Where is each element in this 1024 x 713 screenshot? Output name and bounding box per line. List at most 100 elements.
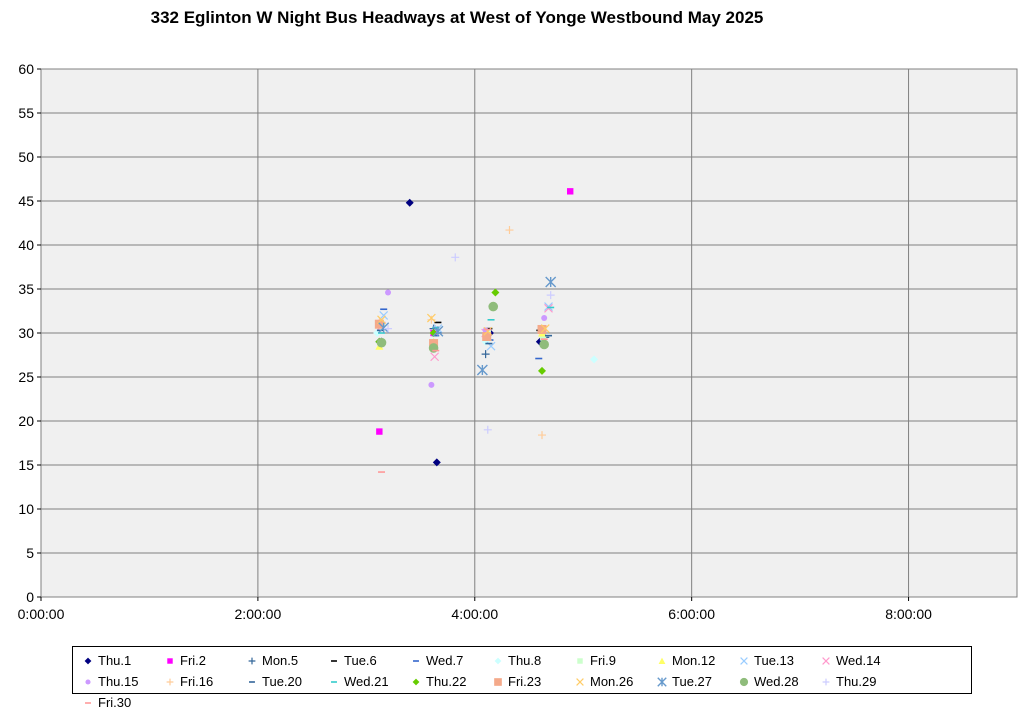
legend-marker [740, 656, 748, 665]
legend-marker-icon [166, 678, 174, 685]
legend-label: Fri.30 [98, 695, 132, 710]
legend-item: Mon.12 [655, 650, 737, 671]
data-point [541, 315, 548, 322]
y-tick-label: 5 [26, 545, 34, 561]
legend-item: Wed.7 [409, 650, 491, 671]
legend-marker [167, 657, 173, 664]
legend-marker-icon [167, 657, 173, 664]
legend-item: Mon.5 [245, 650, 327, 671]
data-point [432, 325, 444, 337]
legend-item: Fri.30 [81, 692, 163, 713]
data-point [384, 324, 393, 333]
y-tick-label: 30 [18, 325, 34, 341]
legend-item: Thu.22 [409, 671, 491, 692]
legend-item: Tue.6 [327, 650, 409, 671]
legend-marker-icon [331, 680, 337, 683]
data-point [537, 324, 547, 334]
series-tue-27 [378, 276, 557, 376]
legend-marker-icon [822, 656, 830, 665]
legend-label: Tue.20 [262, 674, 302, 689]
data-point [544, 303, 553, 313]
legend-marker [658, 657, 666, 664]
data-point [405, 198, 414, 207]
legend-marker [412, 678, 420, 685]
legend-marker [85, 678, 91, 685]
legend-item: Fri.9 [573, 650, 655, 671]
legend-marker-icon [494, 657, 502, 664]
legend-marker [494, 657, 502, 664]
legend-label: Fri.23 [508, 674, 542, 689]
data-points [373, 188, 599, 473]
x-tick-label: 4:00:00 [451, 606, 498, 622]
legend: Thu.1 Fri.2 Mon.5 Tue.6 Wed.7 Thu.8 Fri.9 Mon.1… [72, 646, 972, 710]
data-point [491, 288, 500, 297]
legend-item: Thu.15 [81, 671, 163, 692]
data-point [385, 289, 392, 296]
y-tick-label: 55 [18, 105, 34, 121]
legend-label: Fri.9 [590, 653, 616, 668]
legend-label: Wed.21 [344, 674, 389, 689]
data-point [377, 315, 386, 325]
legend-item: Mon.26 [573, 671, 655, 692]
legend-marker-icon [494, 677, 502, 686]
legend-label: Wed.14 [836, 653, 881, 668]
legend-marker-icon [84, 657, 92, 664]
legend-marker [576, 677, 584, 686]
x-tick-label: 6:00:00 [668, 606, 715, 622]
data-point [540, 324, 550, 334]
data-point [379, 310, 389, 320]
data-point [451, 253, 460, 262]
y-tick-label: 35 [18, 281, 34, 297]
data-point [427, 315, 436, 324]
data-point [476, 364, 488, 376]
y-tick-label: 40 [18, 237, 34, 253]
data-point [432, 458, 441, 467]
legend-label: Thu.22 [426, 674, 467, 689]
data-point [430, 352, 440, 362]
legend-marker [577, 657, 583, 664]
legend-marker [739, 677, 749, 686]
legend-item: Tue.27 [655, 671, 737, 692]
legend-item: Tue.20 [245, 671, 327, 692]
legend-marker-icon [576, 677, 584, 686]
x-tick-label: 8:00:00 [885, 606, 932, 622]
legend-label: Fri.2 [180, 653, 206, 668]
legend-marker-icon [331, 659, 337, 662]
legend-item: Fri.2 [163, 650, 245, 671]
legend-label: Mon.26 [590, 674, 634, 689]
y-tick-label: 10 [18, 501, 34, 517]
data-point [428, 381, 435, 388]
legend-item: Wed.28 [737, 671, 819, 692]
data-point [483, 425, 492, 434]
legend-marker-icon [85, 701, 91, 704]
data-point [429, 329, 438, 337]
legend-item: Thu.29 [819, 671, 901, 692]
legend-label: Tue.13 [754, 653, 794, 668]
y-tick-label: 45 [18, 193, 34, 209]
y-tick-label: 15 [18, 457, 34, 473]
legend-label: Thu.1 [98, 653, 132, 668]
x-tick-label: 0:00:00 [18, 606, 65, 622]
legend-label: Tue.6 [344, 653, 377, 668]
legend-marker-icon [413, 659, 419, 662]
x-tick-label: 2:00:00 [235, 606, 282, 622]
data-point [488, 301, 499, 312]
legend-marker-icon [739, 677, 749, 686]
data-point [376, 337, 387, 348]
data-point [376, 428, 383, 435]
legend-marker [822, 678, 830, 685]
legend-marker-icon [822, 678, 830, 685]
data-point [538, 366, 547, 375]
chart-title: 332 Eglinton W Night Bus Headways at Wes… [150, 8, 764, 27]
data-point [481, 350, 490, 359]
series-fri-30 [378, 328, 548, 473]
data-point [544, 302, 553, 312]
legend-label: Wed.28 [754, 674, 799, 689]
data-point [538, 431, 547, 440]
legend-marker-icon [412, 678, 420, 685]
legend-item: Wed.21 [327, 671, 409, 692]
y-tick-label: 20 [18, 413, 34, 429]
data-point [539, 339, 549, 350]
legend-item: Tue.13 [737, 650, 819, 671]
